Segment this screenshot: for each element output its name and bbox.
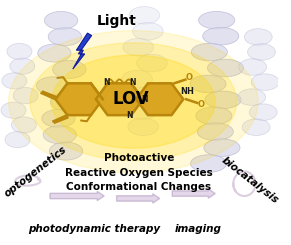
Ellipse shape bbox=[123, 38, 154, 56]
Ellipse shape bbox=[13, 87, 38, 104]
FancyArrow shape bbox=[50, 191, 104, 201]
Ellipse shape bbox=[133, 23, 163, 40]
Ellipse shape bbox=[8, 31, 258, 173]
Text: N: N bbox=[103, 78, 109, 87]
Ellipse shape bbox=[53, 61, 86, 78]
Text: N: N bbox=[129, 78, 136, 87]
Text: O: O bbox=[186, 74, 193, 82]
Text: Photoactive: Photoactive bbox=[104, 153, 174, 163]
Ellipse shape bbox=[198, 12, 235, 29]
Ellipse shape bbox=[7, 43, 32, 60]
Ellipse shape bbox=[239, 59, 267, 75]
Ellipse shape bbox=[36, 77, 70, 95]
Ellipse shape bbox=[42, 110, 75, 127]
Ellipse shape bbox=[205, 91, 241, 109]
Ellipse shape bbox=[52, 55, 215, 148]
Ellipse shape bbox=[242, 119, 270, 135]
Ellipse shape bbox=[207, 59, 244, 77]
Ellipse shape bbox=[45, 12, 78, 29]
Ellipse shape bbox=[137, 54, 167, 72]
Ellipse shape bbox=[50, 93, 84, 111]
Ellipse shape bbox=[190, 75, 226, 93]
Ellipse shape bbox=[10, 58, 35, 74]
FancyArrow shape bbox=[172, 189, 215, 198]
Text: biocatalysis: biocatalysis bbox=[219, 155, 280, 205]
Ellipse shape bbox=[48, 28, 81, 46]
Ellipse shape bbox=[244, 29, 272, 45]
Ellipse shape bbox=[203, 27, 239, 45]
Polygon shape bbox=[96, 83, 143, 115]
Text: Reactive Oxygen Species: Reactive Oxygen Species bbox=[65, 168, 213, 178]
Ellipse shape bbox=[249, 104, 277, 121]
Ellipse shape bbox=[204, 139, 240, 156]
Ellipse shape bbox=[43, 126, 77, 144]
Ellipse shape bbox=[134, 86, 165, 104]
Text: N: N bbox=[141, 95, 148, 104]
Ellipse shape bbox=[129, 7, 160, 24]
Polygon shape bbox=[56, 83, 103, 115]
Polygon shape bbox=[73, 33, 92, 69]
Ellipse shape bbox=[251, 74, 279, 90]
Text: optogenetics: optogenetics bbox=[3, 144, 69, 199]
Ellipse shape bbox=[11, 117, 36, 133]
Text: LOV: LOV bbox=[112, 90, 149, 108]
Ellipse shape bbox=[238, 89, 266, 105]
Ellipse shape bbox=[2, 73, 27, 89]
Ellipse shape bbox=[197, 123, 233, 140]
Ellipse shape bbox=[248, 44, 275, 60]
Ellipse shape bbox=[122, 70, 152, 88]
Ellipse shape bbox=[30, 43, 237, 160]
Text: photodynamic therapy: photodynamic therapy bbox=[28, 224, 160, 234]
Text: N: N bbox=[127, 111, 133, 120]
Ellipse shape bbox=[5, 132, 30, 148]
Ellipse shape bbox=[128, 118, 159, 135]
Ellipse shape bbox=[127, 102, 157, 120]
Text: O: O bbox=[198, 100, 205, 109]
Ellipse shape bbox=[1, 102, 26, 118]
Ellipse shape bbox=[191, 43, 227, 61]
Ellipse shape bbox=[49, 142, 83, 160]
Text: imaging: imaging bbox=[175, 224, 222, 234]
Text: Conformational Changes: Conformational Changes bbox=[66, 183, 212, 192]
FancyArrow shape bbox=[117, 194, 160, 203]
Text: NH: NH bbox=[180, 87, 194, 96]
Ellipse shape bbox=[38, 44, 71, 62]
Ellipse shape bbox=[191, 155, 227, 172]
Ellipse shape bbox=[196, 107, 232, 124]
Text: Light: Light bbox=[97, 14, 136, 28]
Polygon shape bbox=[136, 83, 183, 115]
